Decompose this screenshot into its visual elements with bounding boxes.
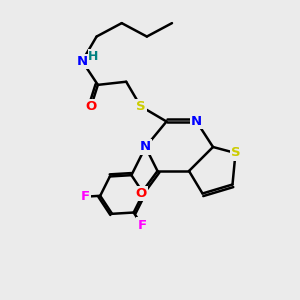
Text: H: H (88, 50, 99, 63)
Text: N: N (140, 140, 151, 154)
Text: O: O (135, 187, 147, 200)
Text: N: N (191, 115, 202, 128)
Text: F: F (81, 190, 90, 203)
Text: O: O (85, 100, 97, 113)
Text: N: N (76, 55, 88, 68)
Text: S: S (231, 146, 240, 160)
Text: F: F (137, 218, 146, 232)
Text: S: S (136, 100, 146, 113)
